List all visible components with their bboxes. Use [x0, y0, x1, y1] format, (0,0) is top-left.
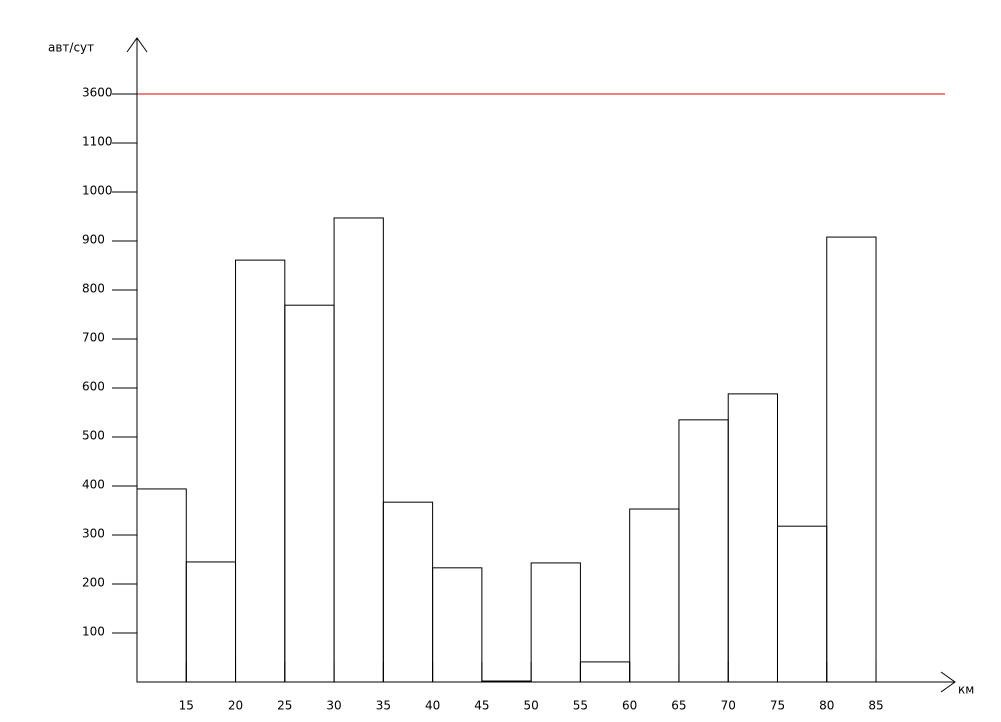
y-tick-label: 400 — [82, 478, 105, 492]
y-tick-label: 1000 — [82, 184, 113, 198]
x-tick-label: 50 — [524, 699, 539, 713]
x-tick-label: 85 — [868, 699, 883, 713]
x-tick-label: 45 — [474, 699, 489, 713]
y-tick-label: 300 — [82, 527, 105, 541]
x-arrow — [940, 671, 956, 693]
x-tick-label: 70 — [721, 699, 736, 713]
y-tick-label: 600 — [82, 380, 105, 394]
x-tick-label: 35 — [376, 699, 391, 713]
bar — [432, 567, 483, 683]
y-axis-label: авт/сут — [48, 41, 94, 55]
x-tick-label: 40 — [425, 699, 440, 713]
bar — [481, 680, 532, 683]
x-tick-label: 20 — [228, 699, 243, 713]
x-tick-label: 30 — [326, 699, 341, 713]
x-tick-label: 60 — [622, 699, 637, 713]
y-tick-label: 900 — [82, 233, 105, 247]
bar — [333, 217, 384, 683]
bar — [579, 661, 631, 683]
bar — [629, 508, 680, 683]
x-tick-label: 65 — [671, 699, 686, 713]
bar — [284, 304, 335, 683]
x-tick-label: 80 — [819, 699, 834, 713]
y-tick-label: 500 — [82, 429, 105, 443]
bar — [530, 562, 581, 683]
x-tick-label: 75 — [770, 699, 785, 713]
axes — [126, 37, 956, 693]
x-tick-label: 55 — [573, 699, 588, 713]
bar — [235, 259, 286, 683]
bar — [776, 525, 828, 683]
bar — [826, 236, 877, 683]
x-axis-label: км — [958, 683, 974, 697]
y-tick-label: 700 — [82, 331, 105, 345]
bar — [678, 419, 729, 683]
bar — [382, 501, 434, 683]
bar — [727, 393, 778, 683]
y-tick-label: 800 — [82, 282, 105, 296]
bar — [136, 488, 187, 683]
y-tick-label: 200 — [82, 576, 105, 590]
y-tick-label: 3600 — [82, 86, 113, 100]
x-tick-label: 15 — [179, 699, 194, 713]
bar — [185, 561, 237, 683]
x-tick-label: 25 — [277, 699, 292, 713]
y-arrow — [126, 37, 148, 53]
y-tick-label: 100 — [82, 625, 105, 639]
y-tick-label: 1100 — [82, 135, 113, 149]
